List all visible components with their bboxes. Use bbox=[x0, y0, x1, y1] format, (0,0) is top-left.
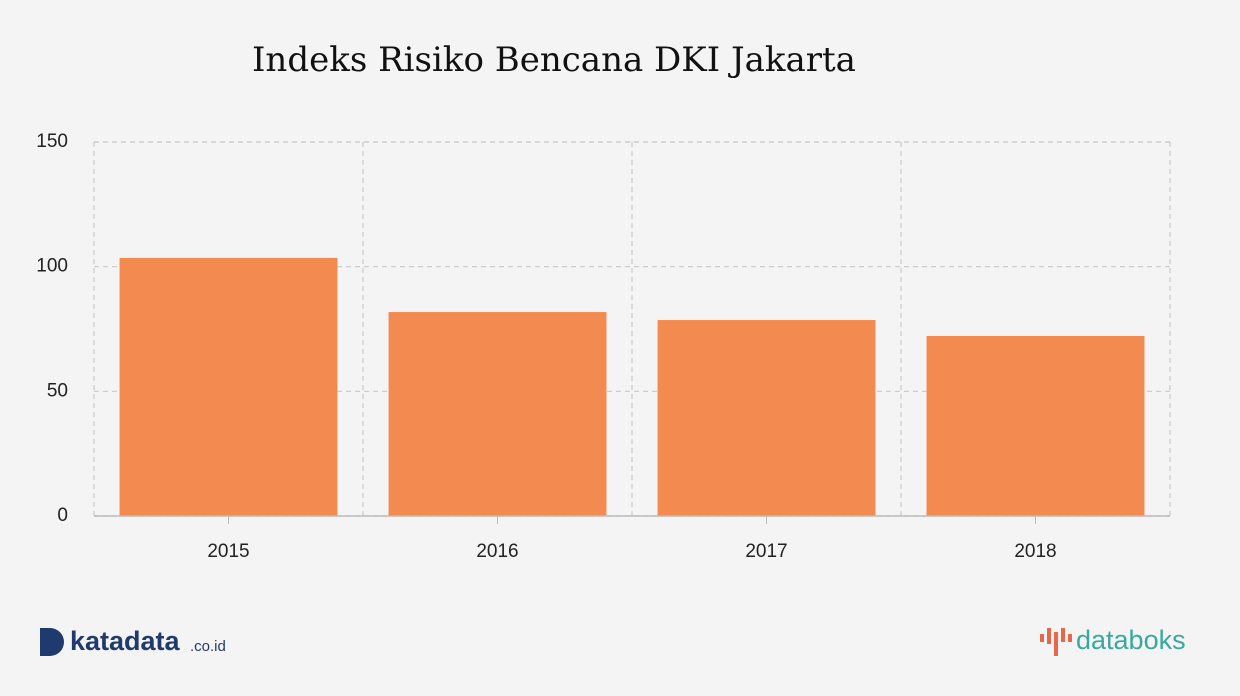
logo-icon bbox=[40, 628, 64, 656]
y-tick-label: 100 bbox=[36, 256, 68, 277]
logo-databoks: databoks bbox=[1040, 625, 1186, 656]
logo-icon bbox=[1040, 634, 1044, 642]
y-tick-label: 150 bbox=[36, 131, 68, 152]
x-tick-label: 2015 bbox=[207, 541, 249, 562]
y-tick-label: 0 bbox=[57, 505, 68, 526]
x-tick-label: 2016 bbox=[476, 541, 518, 562]
x-tick-label: 2017 bbox=[745, 541, 787, 562]
bar bbox=[657, 320, 876, 516]
bar bbox=[926, 335, 1145, 516]
bar bbox=[388, 312, 607, 516]
y-tick-label: 50 bbox=[47, 380, 68, 401]
logo-suffix: .co.id bbox=[190, 638, 226, 655]
logo-icon bbox=[1061, 628, 1065, 642]
x-tick-label: 2018 bbox=[1014, 541, 1056, 562]
logo-text: databoks bbox=[1076, 625, 1186, 655]
logo-katadata: katadata .co.id bbox=[40, 626, 226, 656]
logo-icon bbox=[1054, 632, 1058, 656]
logo-text: katadata bbox=[70, 626, 181, 656]
logo-icon bbox=[1047, 628, 1051, 644]
chart-title: Indeks Risiko Bencana DKI Jakarta bbox=[252, 40, 856, 80]
bar bbox=[119, 257, 338, 516]
logo-icon bbox=[1068, 634, 1072, 642]
